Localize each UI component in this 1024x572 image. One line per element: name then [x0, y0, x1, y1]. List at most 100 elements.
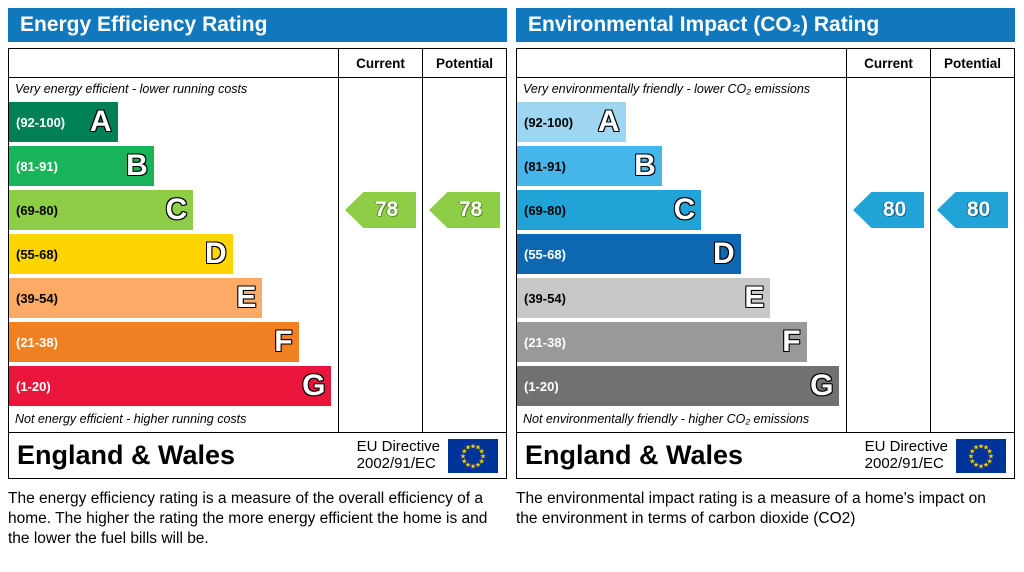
band-range: (69-80) [16, 202, 58, 218]
band-range: (1-20) [524, 378, 559, 394]
svg-text:★: ★ [465, 461, 471, 469]
rating-band-f: (21-38) F [517, 322, 807, 362]
band-row-g: (1-20) G [9, 364, 338, 408]
svg-text:★: ★ [973, 443, 979, 451]
potential-rating-arrow: 78 [429, 192, 500, 228]
band-row-c: (69-80) C [517, 188, 846, 232]
eu-directive-line1: EU Directive [356, 438, 440, 455]
environmental-rating-description: The environmental impact rating is a mea… [516, 490, 986, 527]
svg-text:★: ★ [460, 452, 466, 460]
eu-directive-line2: 2002/91/EC [864, 454, 944, 472]
svg-text:★: ★ [987, 457, 993, 465]
current-value-cell: 80 [846, 78, 930, 432]
svg-text:★: ★ [479, 457, 485, 465]
band-row-a: (92-100) A [517, 100, 846, 144]
eu-directive-line2: 2002/91/EC [356, 454, 436, 472]
band-row-f: (21-38) F [517, 320, 846, 364]
rating-band-e: (39-54) E [517, 278, 771, 318]
band-letter: B [634, 149, 656, 182]
svg-text:★: ★ [475, 443, 481, 451]
svg-text:★: ★ [479, 447, 485, 455]
band-range: (39-54) [524, 290, 566, 306]
rating-band-d: (55-68) D [517, 234, 741, 274]
band-range: (92-100) [16, 114, 66, 130]
rating-band-c: (69-80) C [517, 190, 702, 230]
eu-flag-icon: ★★★★★★★★★★★★ [448, 438, 498, 473]
band-row-b: (81-91) B [9, 144, 338, 188]
svg-text:★: ★ [969, 457, 975, 465]
top-caption: Very energy efficient - lower running co… [15, 82, 248, 96]
panel-title-energy: Energy Efficiency Rating [8, 8, 507, 42]
svg-text:★: ★ [978, 442, 984, 450]
rating-band-b: (81-91) B [9, 146, 154, 186]
band-letter: C [165, 193, 188, 226]
svg-text:★: ★ [461, 457, 467, 465]
eu-directive-label: EU Directive 2002/91/EC [864, 438, 948, 472]
band-range: (55-68) [524, 246, 566, 262]
rating-band-b: (81-91) B [517, 146, 662, 186]
current-rating-value: 78 [374, 198, 399, 221]
band-range: (21-38) [16, 334, 58, 350]
bottom-caption: Not environmentally friendly - higher CO… [523, 412, 810, 426]
rating-band-g: (1-20) G [517, 366, 840, 406]
table-header-row: Current Potential [9, 49, 506, 78]
band-letter: B [126, 149, 148, 182]
table-body: Very energy efficient - lower running co… [9, 78, 506, 432]
band-letter: F [782, 325, 801, 358]
band-range: (81-91) [16, 158, 58, 174]
band-letter: G [810, 369, 834, 402]
band-range: (69-80) [524, 202, 566, 218]
rating-band-f: (21-38) F [9, 322, 299, 362]
band-row-c: (69-80) C [9, 188, 338, 232]
band-range: (55-68) [16, 246, 58, 262]
band-letter: A [597, 105, 620, 138]
band-range: (81-91) [524, 158, 566, 174]
svg-text:★: ★ [968, 452, 974, 460]
band-row-d: (55-68) D [9, 232, 338, 276]
rating-band-a: (92-100) A [517, 102, 626, 142]
energy-efficiency-panel: Energy Efficiency Rating Current Potenti… [8, 8, 507, 564]
bottom-caption: Not energy efficient - higher running co… [15, 412, 247, 426]
bands-area: Very energy efficient - lower running co… [9, 78, 338, 432]
potential-rating-arrow: 80 [937, 192, 1008, 228]
band-row-f: (21-38) F [9, 320, 338, 364]
current-value-cell: 78 [338, 78, 422, 432]
svg-text:★: ★ [465, 443, 471, 451]
band-range: (39-54) [16, 290, 58, 306]
current-column-header: Current [846, 49, 930, 77]
svg-text:★: ★ [461, 447, 467, 455]
table-body: Very environmentally friendly - lower CO… [517, 78, 1014, 432]
energy-rating-description: The energy efficiency rating is a measur… [8, 490, 488, 547]
svg-text:★: ★ [983, 461, 989, 469]
table-footer: England & Wales EU Directive 2002/91/EC … [9, 432, 506, 478]
top-caption: Very environmentally friendly - lower CO… [523, 82, 811, 96]
band-letter: G [302, 369, 326, 402]
svg-text:★: ★ [988, 452, 994, 460]
chart-head-spacer [9, 49, 338, 77]
band-range: (92-100) [524, 114, 574, 130]
band-range: (21-38) [524, 334, 566, 350]
current-rating-arrow: 78 [345, 192, 416, 228]
svg-text:★: ★ [973, 461, 979, 469]
current-rating-arrow: 80 [853, 192, 924, 228]
current-rating-value: 80 [882, 198, 907, 221]
potential-value-cell: 80 [930, 78, 1014, 432]
region-label: England & Wales [525, 440, 744, 470]
eu-flag-icon: ★★★★★★★★★★★★ [956, 438, 1006, 473]
potential-column-header: Potential [930, 49, 1014, 77]
potential-rating-value: 80 [966, 198, 991, 221]
band-letter: E [744, 281, 765, 314]
rating-band-c: (69-80) C [9, 190, 194, 230]
band-row-e: (39-54) E [9, 276, 338, 320]
band-letter: A [89, 105, 112, 138]
svg-text:★: ★ [969, 447, 975, 455]
band-letter: D [713, 237, 735, 270]
svg-text:★: ★ [480, 452, 486, 460]
band-letter: C [673, 193, 696, 226]
eu-directive-line1: EU Directive [864, 438, 948, 455]
band-row-g: (1-20) G [517, 364, 846, 408]
rating-band-g: (1-20) G [9, 366, 332, 406]
bands-area: Very environmentally friendly - lower CO… [517, 78, 846, 432]
panel-title-environment: Environmental Impact (CO₂) Rating [516, 8, 1015, 42]
